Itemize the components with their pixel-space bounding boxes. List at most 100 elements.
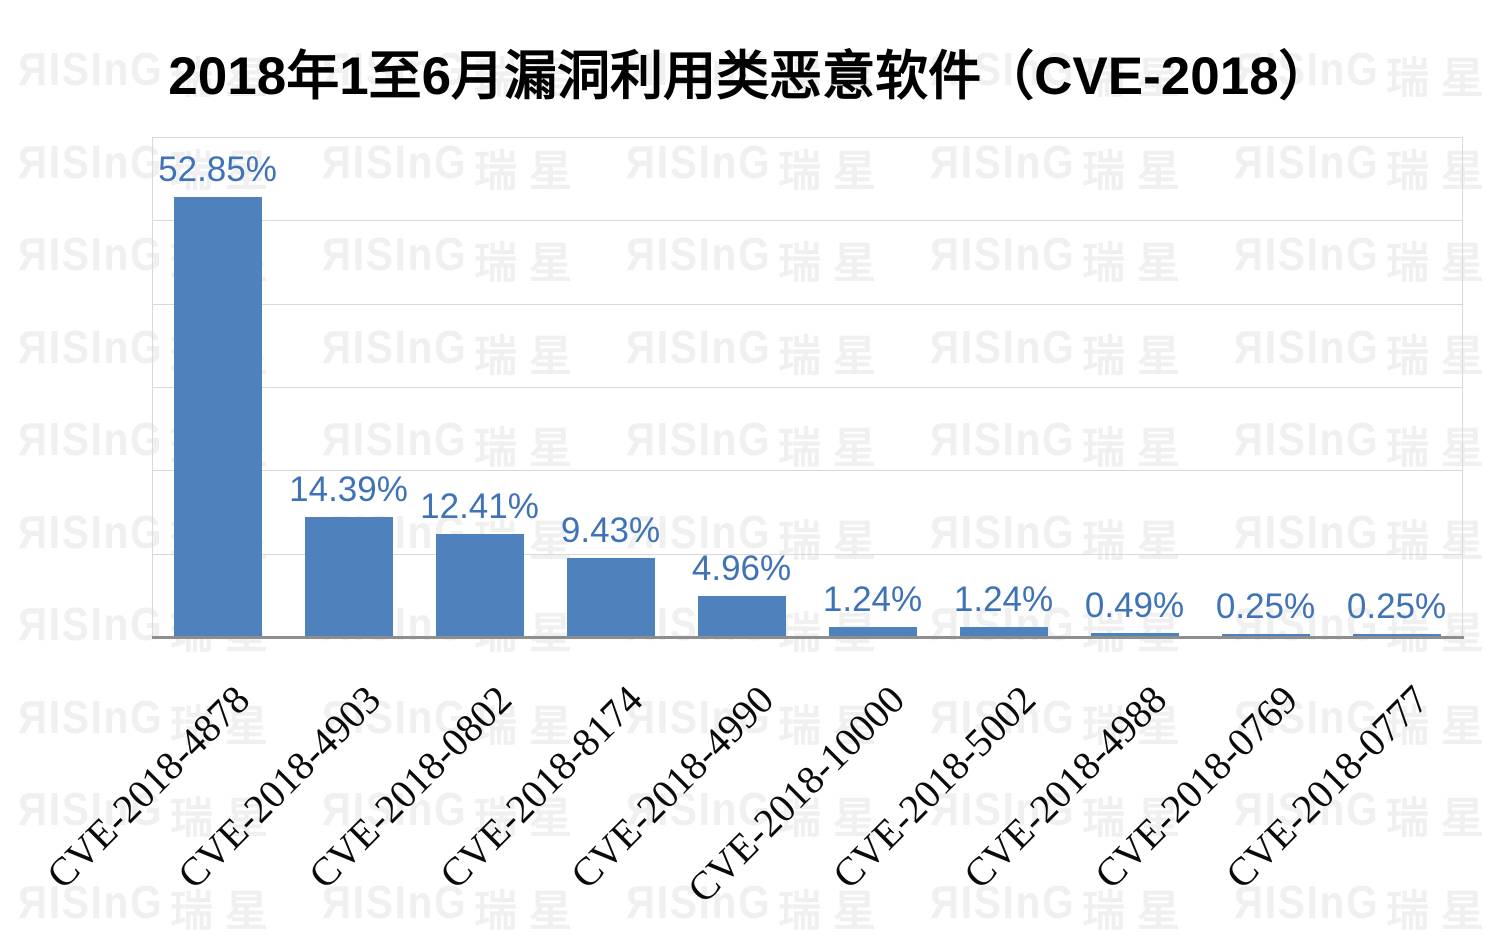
watermark-rising-logo: ЯIЅInG [930,690,1076,743]
watermark-ruixing-text: 瑞星 [1082,517,1192,566]
watermark-rising-logo: ЯIЅInG [18,505,164,558]
watermark-rising-logo: ЯIЅInG [322,228,468,280]
gridline [152,220,1462,222]
watermark-ruixing-text: 瑞星 [474,425,584,473]
watermark-ruixing-text: 瑞星 [1082,55,1192,103]
watermark-ruixing-text: 瑞星 [474,55,584,103]
watermark-ruixing-text: 瑞星 [474,147,584,196]
watermark-rising-logo: ЯIЅInG [18,783,164,835]
watermark-rising-logo: ЯIЅInG [930,875,1076,928]
bar [828,626,917,637]
watermark-rising-logo: ЯIЅInG [1234,875,1380,928]
watermark-ruixing-text: 瑞星 [1386,517,1496,566]
bar [566,558,655,637]
watermark-ruixing-text: 瑞星 [778,702,888,751]
watermark-ruixing-text: 瑞星 [1386,425,1496,473]
watermark-ruixing-text: 瑞星 [1386,147,1496,196]
bar-value-label: 52.85% [158,149,277,189]
watermark-rising-logo: ЯIЅInG [626,413,772,465]
watermark-rising-logo: ЯIЅInG [626,505,772,558]
bar [173,196,262,637]
bar-value-label: 9.43% [560,511,661,551]
watermark-rising-logo: ЯIЅInG [18,413,164,465]
watermark-ruixing-text: 瑞星 [1082,887,1192,936]
watermark-ruixing-text: 瑞星 [1386,332,1496,381]
bar [697,595,786,637]
watermark-rising-logo: ЯIЅInG [1234,43,1380,95]
watermark-ruixing-text: 瑞星 [1082,147,1192,196]
watermark-ruixing-text: 瑞星 [778,517,888,566]
watermark-rising-logo: ЯIЅInG [18,690,164,743]
bar-value-label: 0.49% [1084,585,1185,625]
watermark-rising-logo: ЯIЅInG [1234,135,1380,188]
bar-value-label: 12.41% [420,486,539,526]
watermark-rising-logo: ЯIЅInG [322,783,468,835]
watermark-rising-logo: ЯIЅInG [930,320,1076,373]
bar-value-label: 1.24% [953,579,1054,619]
plot-right-border [1462,137,1463,637]
watermark-rising-logo: ЯIЅInG [1234,413,1380,465]
watermark-ruixing-text: 瑞星 [474,240,584,288]
watermark-rising-logo: ЯIЅInG [18,320,164,373]
gridline [152,387,1462,388]
watermark-ruixing-text: 瑞星 [778,795,888,843]
watermark-rising-logo: ЯIЅInG [1234,228,1380,280]
watermark-rising-logo: ЯIЅInG [18,598,164,650]
watermark-rising-logo: ЯIЅInG [930,505,1076,558]
watermark-rising-logo: ЯIЅInG [626,690,772,743]
bar-value-label: 0.25% [1346,587,1447,626]
watermark-rising-logo: ЯIЅInG [626,43,772,95]
watermark-rising-logo: ЯIЅInG [1234,690,1380,743]
watermark-rising-logo: ЯIЅInG [1234,505,1380,558]
watermark-ruixing-text: 瑞星 [1082,702,1192,751]
y-axis-line [152,137,153,637]
watermark-rising-logo: ЯIЅInG [930,135,1076,188]
watermark-ruixing-text: 瑞星 [1082,332,1192,381]
watermark-rising-logo: ЯIЅInG [930,43,1076,95]
bar-value-label: 1.24% [822,579,923,619]
watermark-ruixing-text: 瑞星 [474,795,584,843]
bar [959,626,1048,637]
watermark-ruixing-text: 瑞星 [778,240,888,288]
watermark-rising-logo: ЯIЅInG [626,875,772,928]
watermark-rising-logo: ЯIЅInG [930,413,1076,465]
watermark-ruixing-text: 瑞星 [778,147,888,196]
watermark-rising-logo: ЯIЅInG [930,783,1076,835]
bar-value-label: 0.25% [1215,587,1316,626]
watermark-rising-logo: ЯIЅInG [626,228,772,280]
watermark-rising-logo: ЯIЅInG [18,228,164,280]
watermark-rising-logo: ЯIЅInG [322,875,468,928]
bar [1352,634,1441,637]
watermark-ruixing-text: 瑞星 [1386,702,1496,751]
x-axis-line [152,636,1464,639]
watermark-rising-logo: ЯIЅInG [322,413,468,465]
watermark-rising-logo: ЯIЅInG [322,135,468,188]
chart-title: 2018年1至6月漏洞利用类恶意软件（CVE-2018） [168,47,1332,106]
watermark-ruixing-text: 瑞星 [170,147,280,196]
watermark-ruixing-text: 瑞星 [170,55,280,103]
watermark-ruixing-text: 瑞星 [778,887,888,936]
bar-value-label: 4.96% [691,548,792,588]
watermark-rising-logo: ЯIЅInG [930,598,1076,650]
watermark-rising-logo: ЯIЅInG [1234,320,1380,373]
watermark-rising-logo: ЯIЅInG [626,135,772,188]
watermark-ruixing-text: 瑞星 [170,702,280,751]
watermark-rising-logo: ЯIЅInG [626,320,772,373]
watermark-rising-logo: ЯIЅInG [18,43,164,95]
gridline [152,303,1462,305]
gridline [152,137,1462,138]
bar [1090,632,1179,637]
watermark-rising-logo: ЯIЅInG [18,875,164,928]
watermark-ruixing-text: 瑞星 [778,55,888,103]
gridline [152,553,1462,555]
watermark-ruixing-text: 瑞星 [474,887,584,936]
watermark-rising-logo: ЯIЅInG [322,43,468,95]
watermark-rising-logo: ЯIЅInG [322,690,468,743]
watermark-ruixing-text: 瑞星 [778,425,888,473]
watermark-rising-logo: ЯIЅInG [626,783,772,835]
watermark-ruixing-text: 瑞星 [170,887,280,936]
gridline [152,470,1462,472]
watermark-ruixing-text: 瑞星 [1386,240,1496,288]
watermark-rising-logo: ЯIЅInG [1234,598,1380,650]
